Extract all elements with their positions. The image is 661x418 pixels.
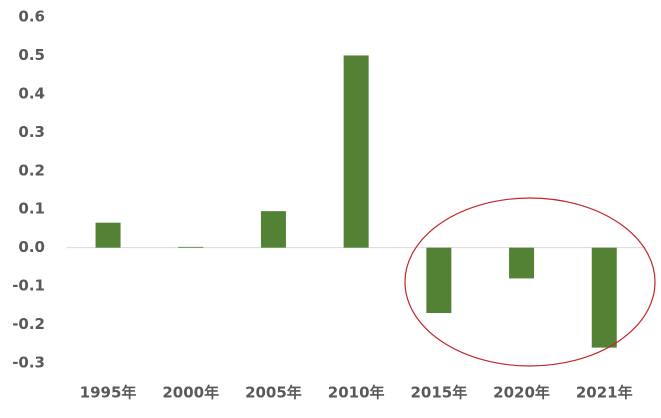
x-tick-label: 2005年 [245,384,302,402]
bar [260,211,286,248]
bar [426,247,452,314]
y-tick-label: -0.3 [12,354,45,372]
y-tick-label: 0.4 [18,84,45,102]
highlight-ellipse [404,197,656,367]
bar [591,247,617,348]
x-tick-label: 1995年 [80,384,137,402]
bar [95,222,121,248]
y-tick-label: 0.1 [18,200,45,218]
y-tick-label: 0.2 [18,161,45,179]
y-tick-label: -0.1 [12,277,45,295]
x-tick-label: 2015年 [410,384,467,402]
y-tick-label: -0.2 [12,315,45,333]
bar [178,246,204,248]
x-tick-label: 2020年 [493,384,550,402]
y-tick-label: 0.5 [18,46,45,64]
x-tick-label: 2000年 [162,384,219,402]
y-tick-label: 0.6 [18,8,45,26]
x-tick-label: 2010年 [328,384,385,402]
x-tick-label: 2021年 [576,384,633,402]
y-tick-label: 0.3 [18,123,45,141]
y-tick-label: 0.0 [18,238,45,256]
bar [343,55,369,248]
bar [509,247,535,279]
